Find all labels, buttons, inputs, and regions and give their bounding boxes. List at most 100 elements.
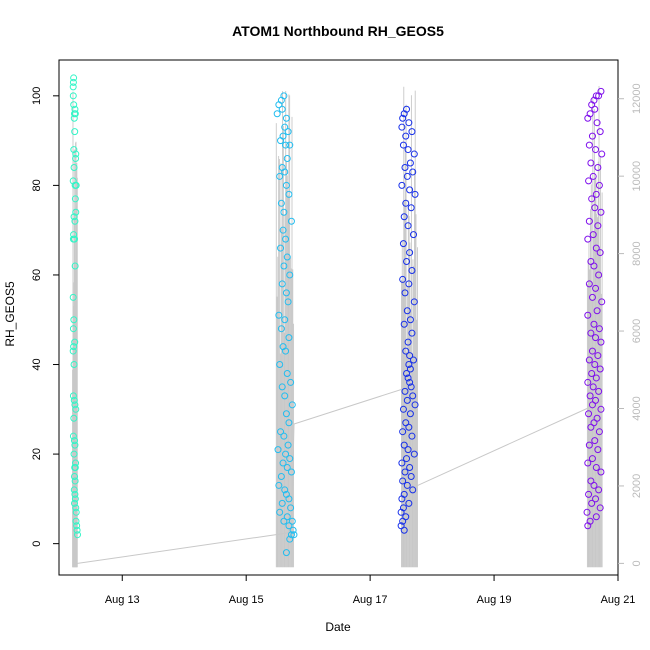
data-point <box>287 504 295 512</box>
data-point <box>277 428 285 436</box>
data-point <box>589 383 597 391</box>
data-point <box>595 428 603 436</box>
data-point <box>404 146 412 154</box>
altitude-profile-lines <box>72 85 603 568</box>
x-axis-label: Date <box>325 620 351 634</box>
data-point <box>286 535 294 543</box>
data-point <box>588 401 596 409</box>
data-point <box>592 374 600 382</box>
data-point <box>410 231 418 239</box>
data-point <box>407 472 415 480</box>
data-point <box>69 83 77 91</box>
data-point <box>588 369 596 377</box>
data-point <box>592 495 600 503</box>
data-point <box>398 459 406 467</box>
data-point <box>594 163 602 171</box>
data-point <box>70 231 78 239</box>
data-point <box>71 262 79 270</box>
data-point <box>406 352 414 360</box>
data-point <box>594 446 602 454</box>
data-point <box>275 311 283 319</box>
data-point <box>596 249 604 257</box>
data-point <box>282 450 290 458</box>
data-point <box>279 132 287 140</box>
data-point <box>280 92 288 100</box>
data-point <box>276 172 284 180</box>
data-point <box>280 517 288 525</box>
y2-axis: 0 2000 4000 6000 8000 10000 12000 <box>618 83 643 566</box>
data-point <box>287 217 295 225</box>
data-point <box>72 508 80 516</box>
y-tick-label: 60 <box>31 269 43 281</box>
data-point <box>409 168 417 176</box>
data-point <box>597 338 605 346</box>
data-point <box>588 499 596 507</box>
data-point <box>406 249 414 257</box>
data-point <box>399 240 407 248</box>
data-point <box>591 361 599 369</box>
y2-tick-label: 10000 <box>631 161 643 192</box>
data-point <box>401 289 409 297</box>
data-point <box>405 119 413 127</box>
y2-tick-label: 6000 <box>631 319 643 343</box>
altitude-track-line <box>77 388 603 564</box>
data-point <box>72 504 80 512</box>
data-point <box>588 293 596 301</box>
data-point <box>583 508 591 516</box>
altitude-track <box>77 388 603 564</box>
data-point <box>397 508 405 516</box>
plot-area-frame <box>58 59 619 576</box>
data-point <box>405 499 413 507</box>
data-point <box>592 190 600 198</box>
data-point <box>72 155 80 163</box>
data-point <box>406 159 414 167</box>
data-point <box>71 464 79 472</box>
data-point <box>398 495 406 503</box>
data-point <box>584 311 592 319</box>
data-point <box>401 387 409 395</box>
data-point <box>71 401 79 409</box>
data-point <box>401 468 409 476</box>
data-point <box>585 410 593 418</box>
data-point <box>72 459 80 467</box>
data-point <box>286 141 294 149</box>
data-point <box>403 369 411 377</box>
data-point <box>405 280 413 288</box>
data-point <box>70 486 78 494</box>
y2-tick-label: 0 <box>631 560 643 566</box>
data-point <box>593 119 601 127</box>
data-point <box>288 401 296 409</box>
data-point <box>280 262 288 270</box>
data-point <box>598 150 606 158</box>
data-point <box>411 401 419 409</box>
data-point <box>69 325 77 333</box>
data-point <box>280 208 288 216</box>
data-point <box>70 101 78 109</box>
data-point <box>587 159 595 167</box>
y2-tick-label: 8000 <box>631 241 643 265</box>
data-point <box>406 186 414 194</box>
data-point <box>71 110 79 118</box>
data-point <box>409 392 417 400</box>
data-point <box>592 146 600 154</box>
data-point <box>590 262 598 270</box>
y2-tick-label: 4000 <box>631 396 643 420</box>
data-point <box>283 155 291 163</box>
data-point <box>70 361 78 369</box>
data-point <box>405 361 413 369</box>
data-point <box>284 441 292 449</box>
y2-tick-label: 12000 <box>631 83 643 114</box>
data-point <box>69 347 77 355</box>
data-point <box>399 114 407 122</box>
data-point <box>585 177 593 185</box>
data-point <box>585 280 593 288</box>
data-point <box>406 410 414 418</box>
data-point <box>70 235 78 243</box>
data-point <box>70 414 78 422</box>
data-point <box>70 450 78 458</box>
data-point <box>597 405 605 413</box>
data-point <box>71 105 79 113</box>
data-point <box>281 486 289 494</box>
data-point <box>286 271 294 279</box>
data-point <box>592 513 600 521</box>
